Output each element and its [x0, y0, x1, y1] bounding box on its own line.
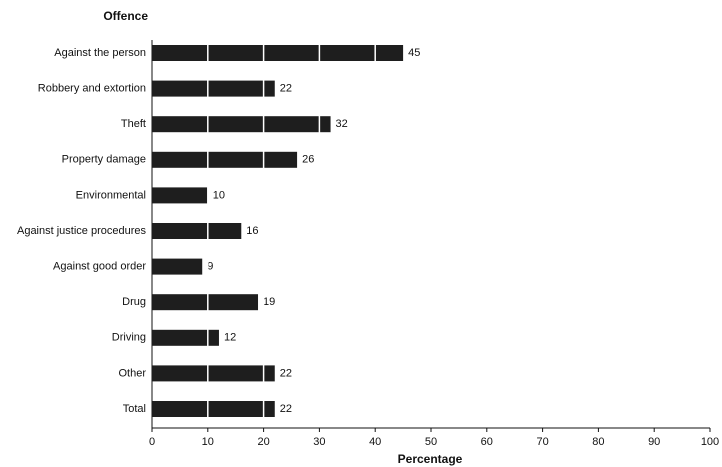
x-tick-label: 90	[648, 436, 660, 448]
y-tick-label: Other	[118, 367, 146, 379]
y-tick-label: Property damage	[62, 154, 146, 166]
x-tick-label: 70	[536, 436, 548, 448]
bar	[152, 401, 275, 417]
y-tick-label: Against justice procedures	[17, 225, 147, 237]
x-tick-label: 0	[149, 436, 155, 448]
value-label: 12	[224, 332, 236, 344]
value-label: 32	[336, 118, 348, 130]
y-axis-label: Offence	[103, 9, 148, 23]
y-tick-label: Environmental	[76, 189, 146, 201]
x-tick-label: 60	[481, 436, 493, 448]
y-tick-label: Drug	[122, 296, 146, 308]
value-label: 16	[246, 225, 258, 237]
bar	[152, 80, 275, 97]
y-tick-label: Total	[123, 403, 146, 415]
value-label: 19	[263, 296, 275, 308]
bar	[152, 365, 275, 382]
value-label: 45	[408, 47, 420, 59]
x-tick-label: 50	[425, 436, 437, 448]
bar	[152, 294, 259, 311]
x-tick-label: 100	[701, 436, 719, 448]
x-tick-label: 40	[369, 436, 381, 448]
x-tick-label: 30	[313, 436, 325, 448]
x-tick-label: 20	[257, 436, 269, 448]
bar	[152, 187, 208, 204]
value-label: 22	[280, 367, 292, 379]
y-tick-label: Against the person	[54, 47, 146, 59]
bar	[152, 116, 331, 133]
bar	[152, 223, 242, 239]
value-label: 10	[213, 189, 225, 201]
value-label: 9	[207, 261, 213, 273]
x-axis-label: Percentage	[398, 452, 463, 466]
y-tick-label: Against good order	[53, 261, 146, 273]
value-label: 22	[280, 403, 292, 415]
x-tick-label: 10	[202, 436, 214, 448]
bar	[152, 151, 298, 168]
bar	[152, 329, 219, 346]
y-tick-label: Robbery and extortion	[38, 83, 146, 95]
bar	[152, 45, 404, 61]
value-label: 22	[280, 83, 292, 95]
y-tick-label: Theft	[121, 118, 146, 130]
bar	[152, 258, 203, 275]
y-tick-label: Driving	[112, 332, 146, 344]
x-tick-label: 80	[592, 436, 604, 448]
value-label: 26	[302, 154, 314, 166]
